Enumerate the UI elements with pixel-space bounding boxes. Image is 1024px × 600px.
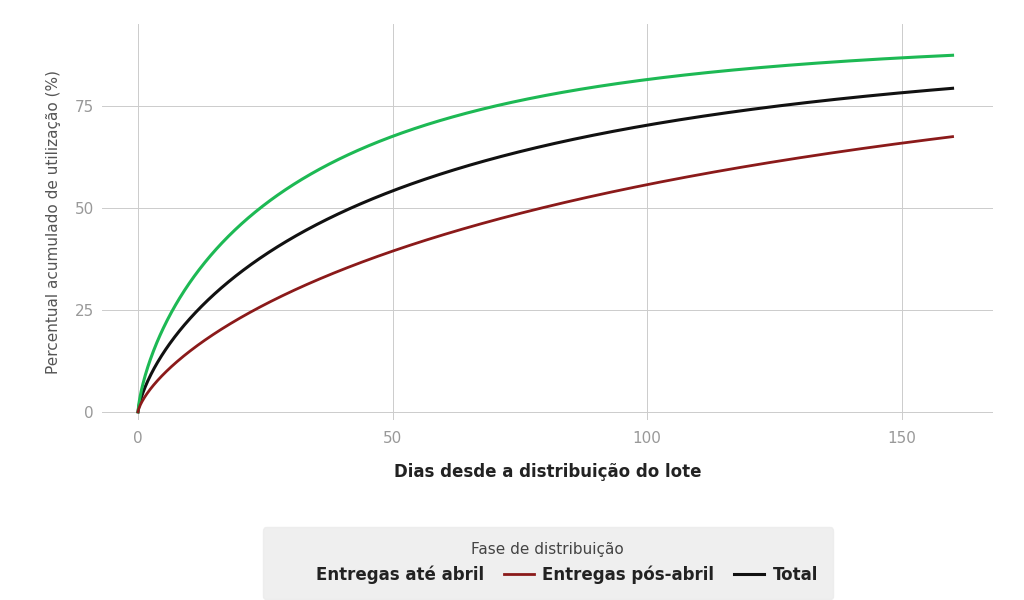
X-axis label: Dias desde a distribuição do lote: Dias desde a distribuição do lote [394,463,701,481]
Legend: Entregas até abril, Entregas pós-abril, Total: Entregas até abril, Entregas pós-abril, … [262,527,834,599]
Y-axis label: Percentual acumulado de utilização (%): Percentual acumulado de utilização (%) [46,70,60,374]
